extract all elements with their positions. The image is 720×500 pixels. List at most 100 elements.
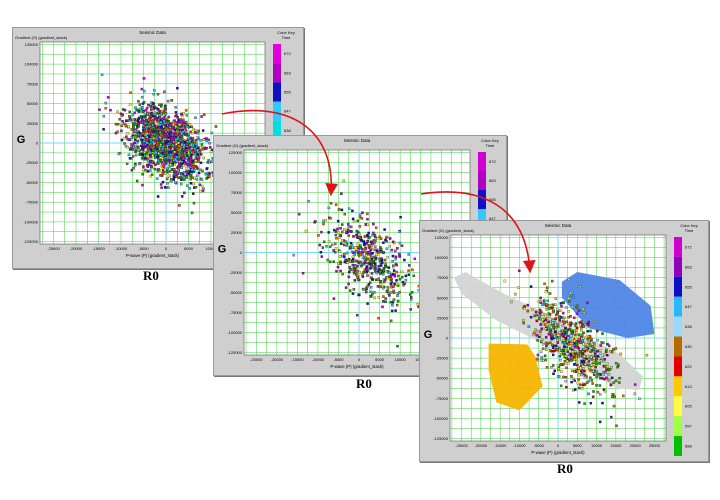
data-point [167, 120, 170, 123]
data-point [386, 286, 390, 289]
data-point [391, 260, 394, 263]
data-point [120, 129, 123, 133]
data-point [566, 359, 569, 363]
y-tick-label: 25000 [231, 230, 243, 235]
data-point [151, 123, 154, 127]
data-point [547, 326, 550, 330]
data-point [549, 349, 552, 352]
data-point [575, 342, 579, 346]
data-point [192, 182, 195, 186]
y-tick-label: -50000 [26, 180, 39, 185]
data-point [587, 363, 590, 367]
plot-frame [449, 234, 667, 442]
data-point [104, 107, 107, 110]
data-point [585, 359, 589, 362]
legend-label: 672 [489, 159, 496, 164]
data-point [194, 116, 197, 119]
x-tick-label: 0 [557, 443, 560, 448]
data-point [176, 169, 180, 172]
data-point [382, 286, 385, 290]
data-point [337, 208, 341, 211]
data-point [569, 322, 573, 325]
data-point [166, 140, 170, 143]
data-point [344, 286, 348, 289]
data-point [606, 365, 609, 368]
data-point [372, 222, 375, 226]
data-point [537, 300, 540, 303]
data-point [573, 354, 577, 358]
data-point [174, 175, 178, 178]
data-point [100, 73, 104, 76]
data-point [149, 169, 152, 172]
data-point [575, 329, 578, 332]
yellow-zone [488, 343, 543, 411]
scatter-plot-3: Seismic Data Gradient (G) (gradient_stack… [422, 223, 698, 456]
y-tick-label: -25000 [436, 356, 449, 361]
data-point [328, 260, 332, 264]
legend-label: 663 [489, 178, 496, 183]
data-point [551, 353, 555, 357]
data-point [592, 370, 595, 373]
data-point [599, 352, 602, 356]
data-point [586, 329, 589, 333]
data-point [398, 241, 402, 245]
data-point [345, 244, 349, 247]
data-point [162, 145, 165, 148]
data-point [395, 270, 399, 274]
data-point [556, 364, 560, 367]
data-point [617, 363, 620, 366]
data-point [343, 260, 347, 264]
data-point [159, 159, 163, 163]
data-point [584, 345, 588, 349]
data-point [366, 223, 370, 227]
data-point [578, 321, 581, 324]
data-point [366, 274, 369, 277]
data-point [185, 173, 189, 176]
data-point [156, 92, 160, 96]
x-tick-label: 10000 [205, 246, 217, 251]
data-point [205, 177, 208, 180]
data-point [167, 186, 170, 189]
data-point [333, 228, 336, 232]
data-point [192, 162, 195, 166]
data-point [158, 103, 161, 107]
data-point [170, 179, 173, 182]
data-point [541, 303, 544, 307]
data-point [600, 341, 603, 344]
data-point [368, 262, 371, 266]
data-point [360, 247, 364, 251]
data-point [596, 354, 600, 358]
data-point [550, 304, 553, 307]
data-point [161, 140, 165, 143]
legend-label: 638 [284, 128, 291, 133]
data-point [568, 328, 572, 331]
data-point [170, 139, 174, 143]
data-point [601, 332, 604, 335]
data-point [191, 160, 194, 163]
data-point [564, 376, 568, 379]
data-point [342, 179, 345, 183]
data-point [123, 136, 127, 140]
data-point [351, 209, 354, 213]
data-point [159, 120, 163, 124]
data-point [178, 162, 181, 165]
data-point [159, 133, 163, 136]
data-point [382, 300, 385, 303]
legend-label: 655 [489, 197, 496, 202]
data-point [411, 268, 414, 272]
legend-swatch [273, 82, 281, 102]
data-point [586, 337, 590, 341]
data-point [347, 229, 350, 233]
data-point [179, 120, 182, 124]
data-point [142, 140, 146, 143]
data-point [404, 274, 408, 278]
data-point [184, 132, 187, 136]
data-point [168, 156, 171, 159]
data-point [400, 270, 404, 274]
data-point [332, 297, 336, 300]
data-point [376, 285, 380, 288]
data-point [334, 203, 338, 206]
data-point [167, 165, 171, 169]
data-point [567, 297, 570, 300]
data-point [404, 278, 408, 282]
